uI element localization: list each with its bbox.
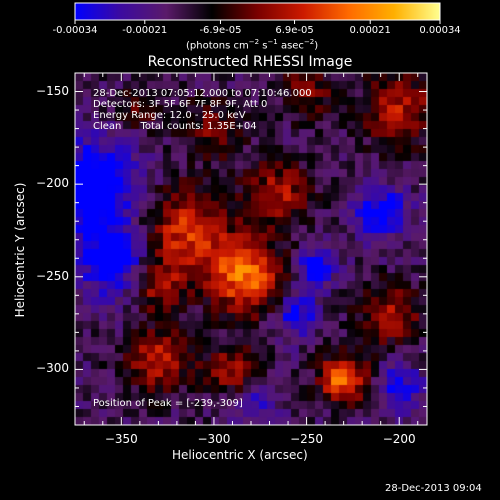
y-tick-label: −300 [36, 361, 69, 376]
colorbar-units: (photons cm−2 s−1 asec−2) [186, 38, 319, 52]
y-tick-label: −250 [36, 268, 69, 283]
info-line-detectors: Detectors: 3F 5F 6F 7F 8F 9F, Att 0 [93, 99, 268, 110]
timestamp: 28-Dec-2013 09:04 [385, 483, 482, 494]
info-line-counts: Clean Total counts: 1.35E+04 [93, 121, 257, 132]
info-line-time: 28-Dec-2013 07:05:12.000 to 07:10:46.000 [93, 88, 312, 99]
x-tick-label: −200 [382, 432, 416, 446]
x-tick-label: −250 [290, 432, 324, 446]
colorbar [74, 2, 441, 24]
info-block: 28-Dec-2013 07:05:12.000 to 07:10:46.000… [93, 88, 312, 132]
x-tick-label: −300 [197, 432, 231, 446]
chart-title: Reconstructed RHESSI Image [147, 54, 353, 70]
heatmap-image [75, 73, 427, 425]
colorbar-tick-label: 0.00034 [419, 25, 461, 36]
colorbar-tick-label: -6.9e-05 [199, 25, 242, 36]
info-line-energy: Energy Range: 12.0 - 25.0 keV [93, 110, 246, 121]
colorbar-tick-label: -0.00021 [122, 25, 168, 36]
y-tick-label: −150 [36, 83, 69, 98]
colorbar-tick-label: -0.00034 [52, 25, 98, 36]
x-axis-label: Heliocentric X (arcsec) [172, 448, 308, 462]
peak-label: Position of Peak = [-239,-309] [93, 398, 243, 409]
colorbar-tick-label: 6.9e-05 [275, 25, 314, 36]
y-tick-label: −200 [36, 176, 69, 191]
x-tick-label: −350 [104, 432, 138, 446]
y-axis-label: Heliocentric Y (arcsec) [13, 182, 27, 318]
colorbar-tick-label: 0.00021 [349, 25, 391, 36]
